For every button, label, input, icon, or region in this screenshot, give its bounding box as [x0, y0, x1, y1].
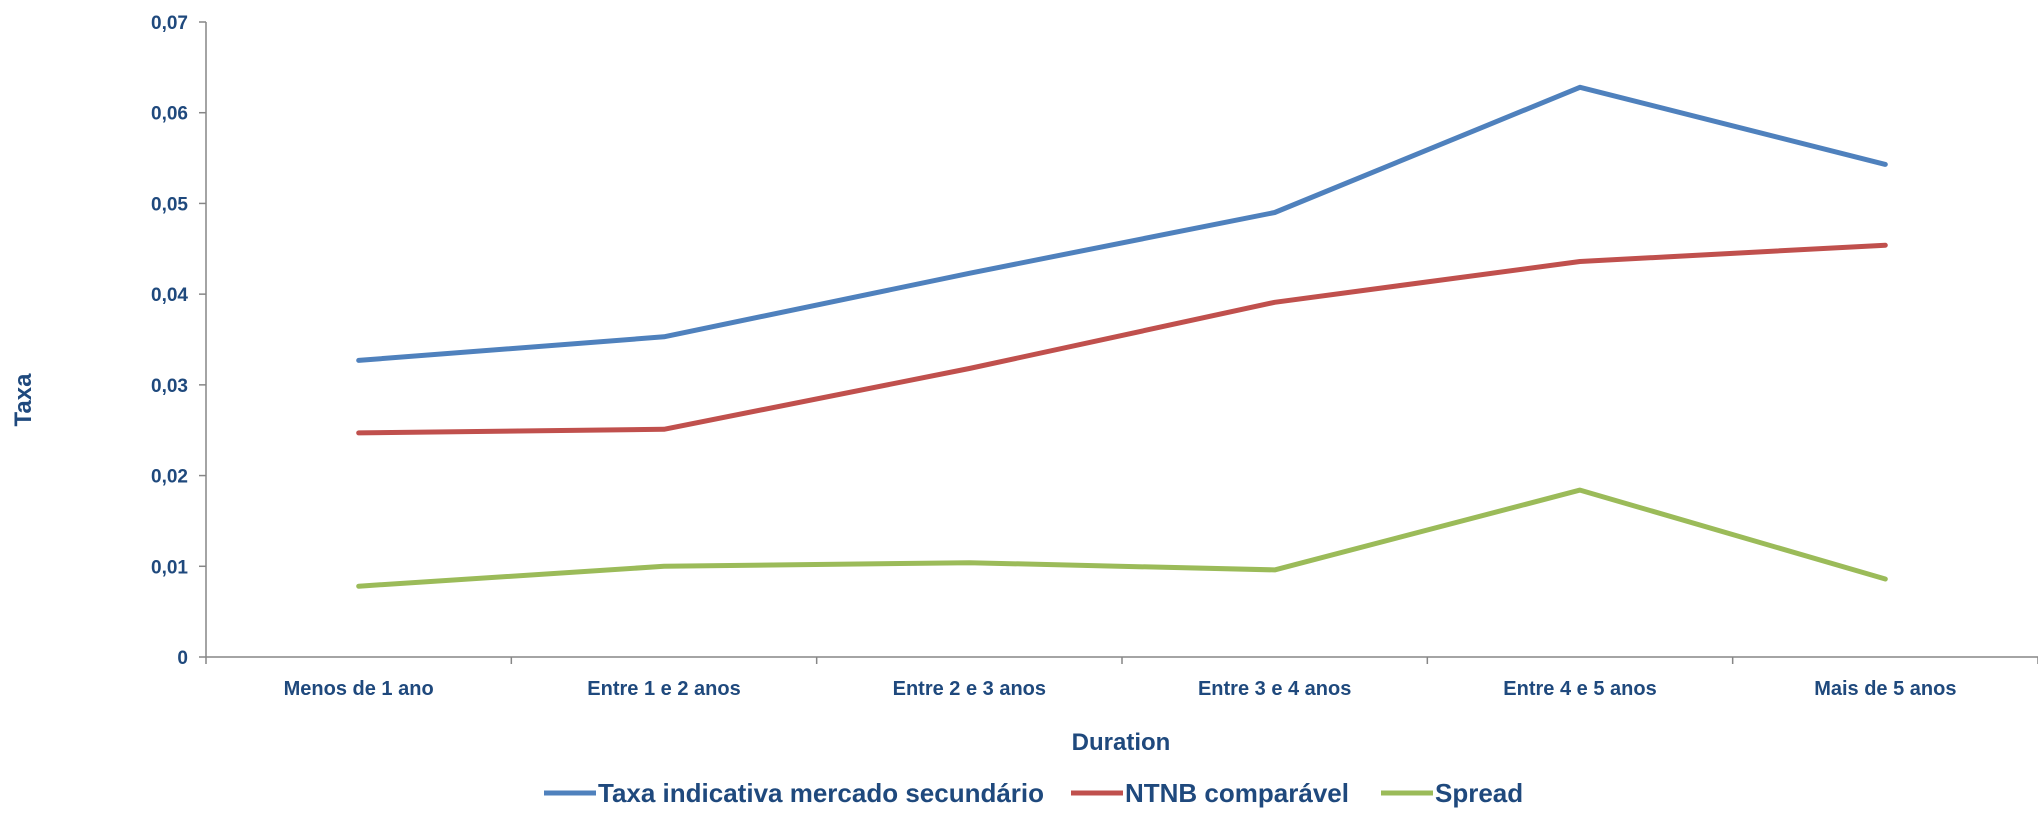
- legend-label: Taxa indicativa mercado secundário: [598, 778, 1044, 808]
- y-tick-label: 0,01: [151, 557, 188, 578]
- y-tick-label: 0,04: [151, 285, 188, 306]
- series-layer: [356, 84, 1888, 589]
- y-tick-label: 0,05: [151, 194, 188, 215]
- x-tick-label: Entre 1 e 2 anos: [587, 678, 740, 700]
- legend-label: NTNB comparável: [1125, 778, 1349, 808]
- legend: Taxa indicativa mercado secundário NTNB c…: [544, 778, 1523, 808]
- series-line-1: [356, 242, 1888, 436]
- y-tick-label: 0,06: [151, 104, 188, 125]
- y-tick-label: 0,07: [151, 13, 188, 34]
- x-axis-title: Duration: [1072, 729, 1171, 756]
- series-line-0: [356, 84, 1888, 363]
- x-tick-label: Menos de 1 ano: [284, 678, 434, 700]
- series-line-2: [356, 487, 1888, 589]
- x-tick-label: Mais de 5 anos: [1814, 678, 1956, 700]
- y-tick-label: 0: [177, 648, 188, 669]
- axes: 0 0,01 0,02 0,03 0,04 0,05 0,06 0,07 Menos de 1 …: [151, 13, 2038, 700]
- x-tick-label: Entre 2 e 3 anos: [893, 678, 1046, 700]
- y-tick-label: 0,03: [151, 376, 188, 397]
- y-axis-title: Taxa: [10, 373, 37, 427]
- x-tick-label: Entre 4 e 5 anos: [1503, 678, 1656, 700]
- x-tick-label: Entre 3 e 4 anos: [1198, 678, 1351, 700]
- y-tick-label: 0,02: [151, 467, 188, 488]
- legend-label: Spread: [1435, 778, 1523, 808]
